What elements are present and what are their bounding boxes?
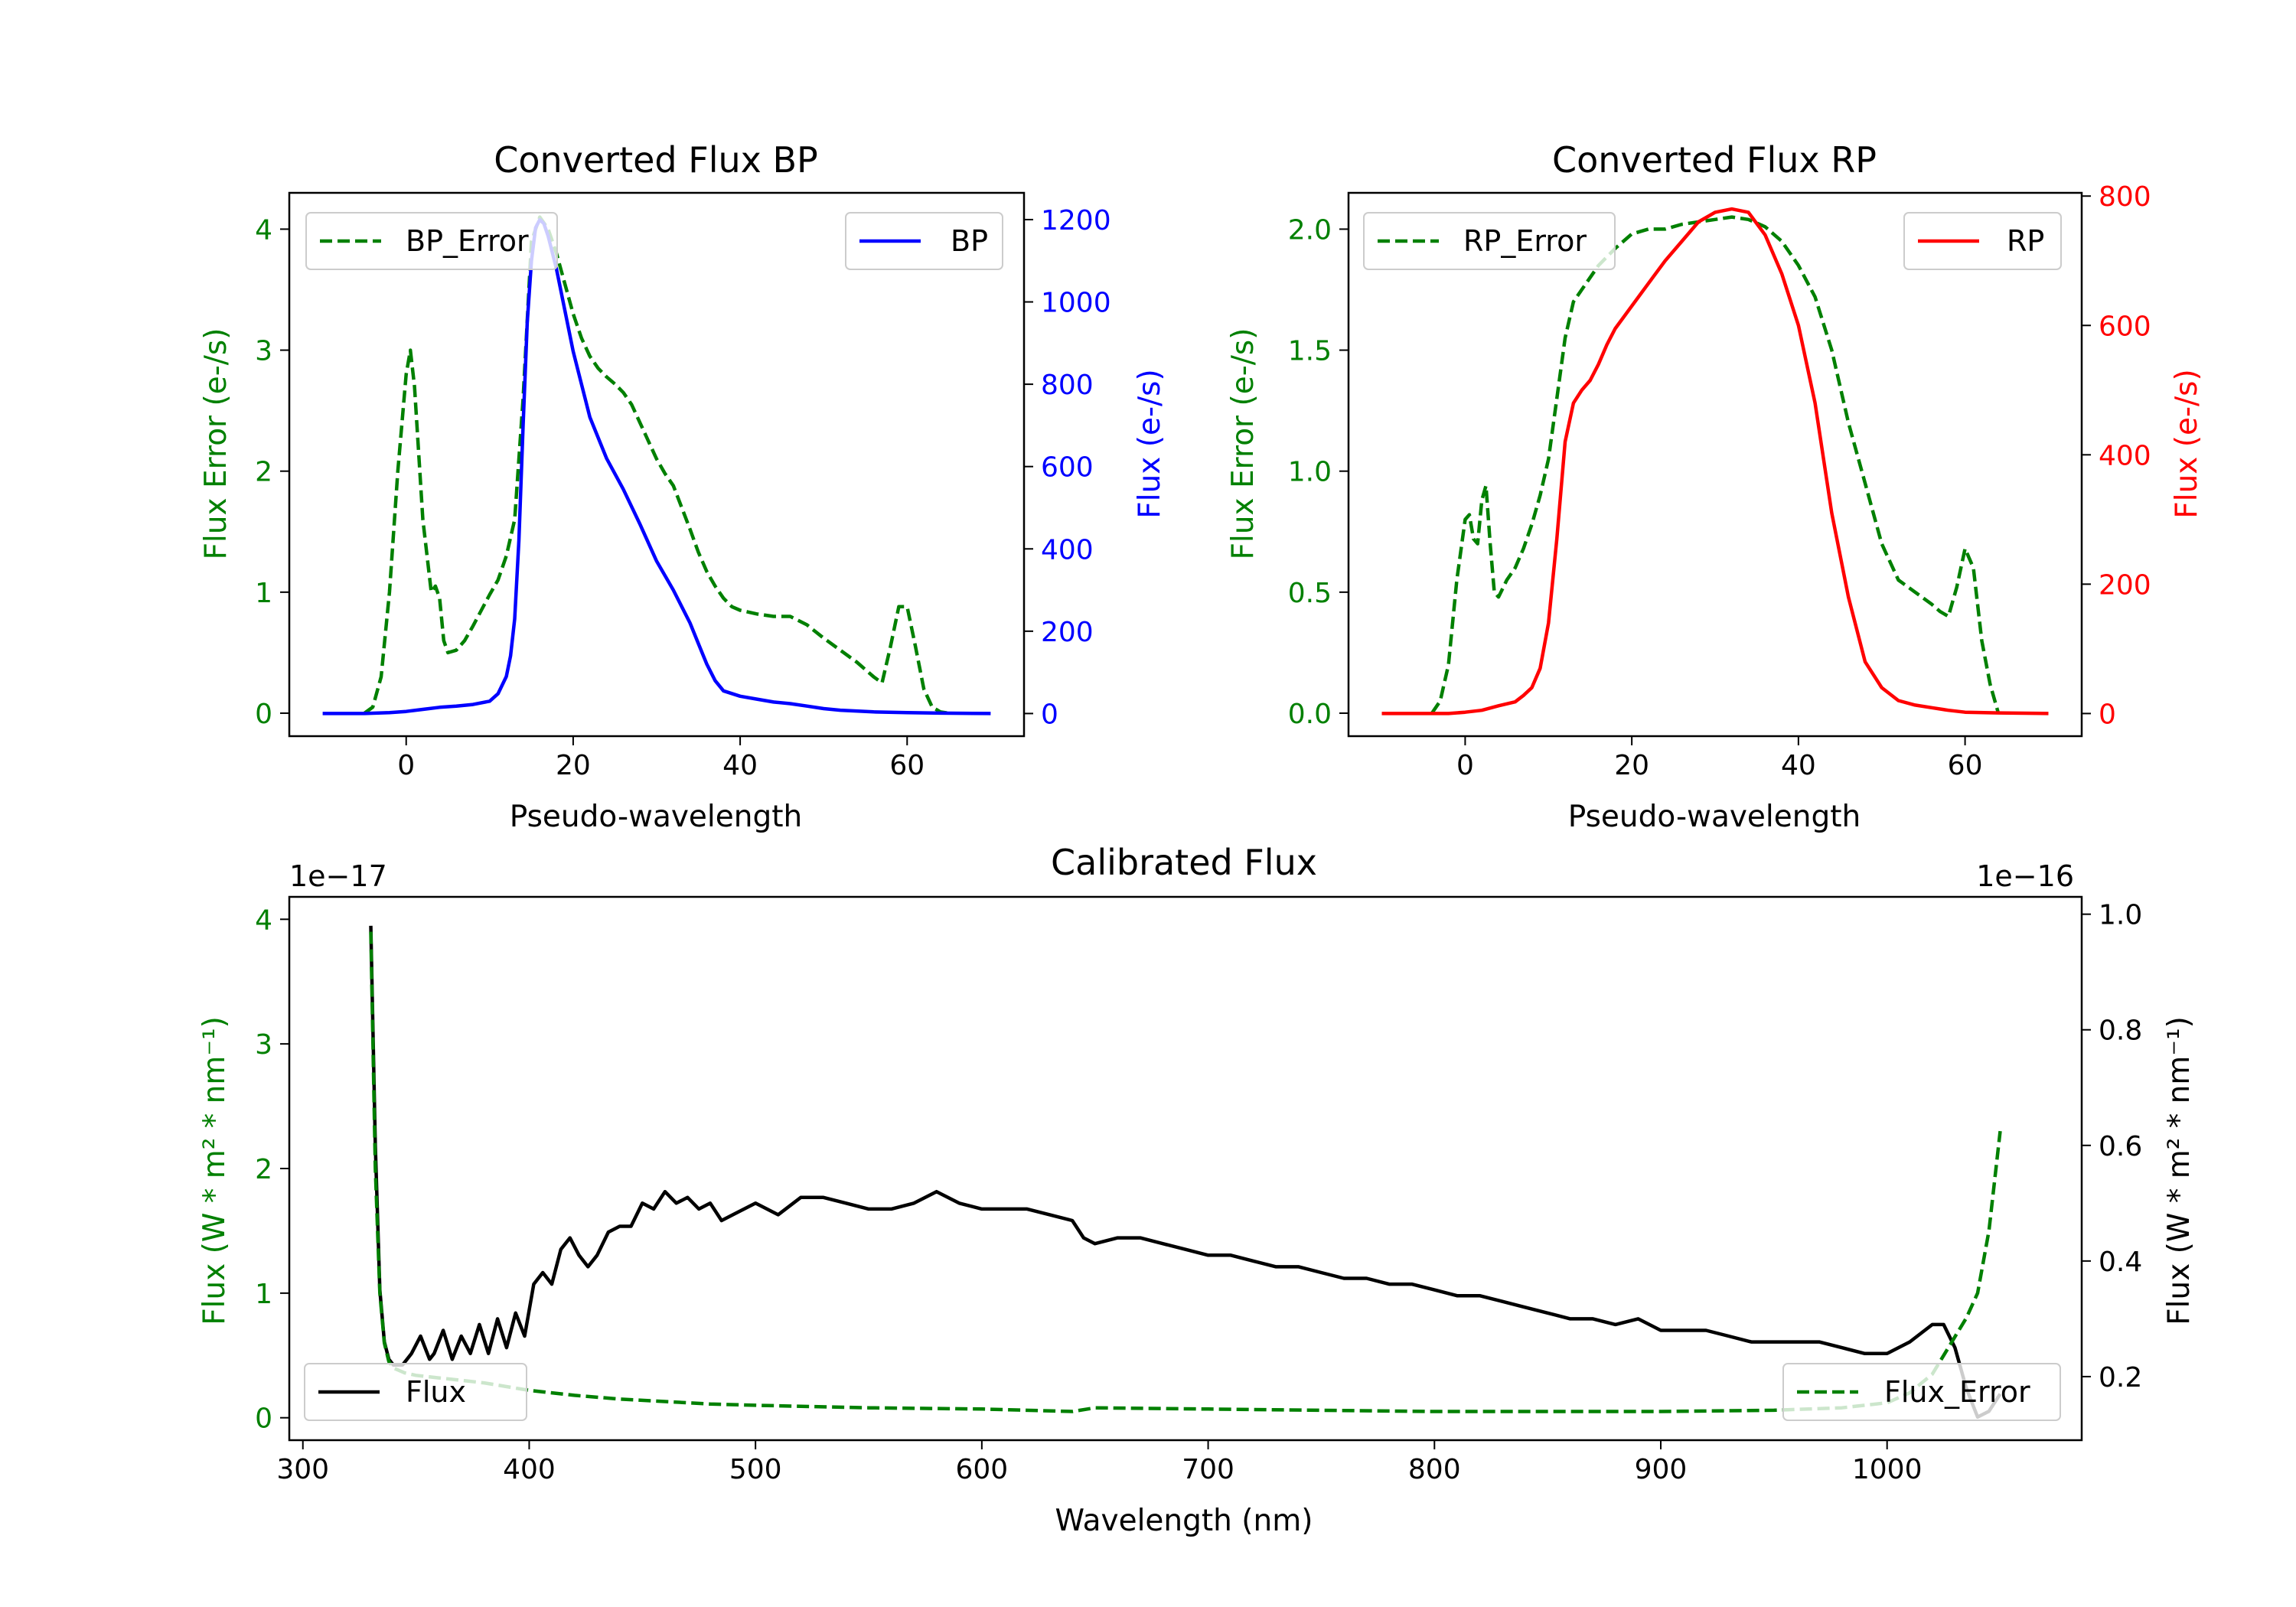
calibrated-ytick-right-label: 0.8 [2099, 1015, 2142, 1047]
bp-ytick-left-label: 3 [255, 336, 272, 367]
rp-legend-error: RP_Error [1363, 212, 1616, 270]
rp-ytick-right-label: 600 [2099, 311, 2151, 342]
cal-ylabel-left: Flux (W * m² * nm⁻¹) [197, 1016, 232, 1325]
cal-legend-error: Flux_Error [1782, 1363, 2061, 1421]
calibrated-xtick-label: 400 [503, 1454, 556, 1485]
cal-title: Calibrated Flux [1051, 842, 1317, 883]
bp-xlabel: Pseudo-wavelength [510, 800, 802, 834]
calibrated-ytick-right-label: 0.2 [2099, 1362, 2142, 1393]
calibrated-xtick-label: 500 [729, 1454, 782, 1485]
bp-ylabel-right: Flux (e-/s) [1133, 369, 1167, 518]
rp-ytick-right-label: 800 [2099, 181, 2151, 213]
calibrated-xtick-label: 1000 [1852, 1454, 1923, 1485]
rp-xtick-label: 20 [1614, 750, 1649, 781]
rp-title: Converted Flux RP [1552, 139, 1877, 181]
rp-plot-area: 0 20 40 60 0.0 0.5 1.0 1.5 2.0 0 200 400 600 800 [1288, 181, 2151, 781]
rp-legend-flux: RP [1903, 212, 2062, 270]
calibrated-series-flux [369, 925, 2002, 1420]
panel-converted-flux-rp: Converted Flux RP 0 20 40 60 0.0 0.5 1.0 1.5 2.0… [1226, 139, 2204, 834]
calibrated-ytick-left-label: 2 [255, 1154, 272, 1185]
rp-xtick-label: 40 [1781, 750, 1816, 781]
bp-ytick-right-label: 1200 [1041, 205, 1111, 236]
panel-converted-flux-bp: Converted Flux BP 0 20 40 60012340200400600… [199, 139, 1167, 834]
bp-ytick-left-label: 4 [255, 214, 272, 246]
rp-ytick-left-label: 1.0 [1288, 457, 1332, 488]
calibrated-ytick-right-label: 0.4 [2099, 1247, 2142, 1278]
cal-offset-right: 1e−16 [1976, 859, 2074, 893]
bp-ylabel-left: Flux Error (e-/s) [199, 328, 233, 560]
calibrated-xtick-label: 800 [1408, 1454, 1461, 1485]
cal-plot-area: 300 400 500 600 700 800 900 1000 0 1 2 3 4 0.2 0.4 0.6 0… [255, 895, 2142, 1485]
bp-xtick-label: 40 [722, 750, 758, 781]
calibrated-series-flux-error [369, 931, 2002, 1413]
bp-ytick-right-label: 400 [1041, 534, 1094, 566]
bp-ytick-right-label: 600 [1041, 452, 1094, 484]
bp-series-bp-error [363, 215, 950, 715]
cal-ylabel-right: Flux (W * m² * nm⁻¹) [2162, 1016, 2197, 1325]
calibrated-xtick-label: 600 [956, 1454, 1009, 1485]
bp-title: Converted Flux BP [494, 139, 818, 181]
rp-ytick-left-label: 0.5 [1288, 578, 1332, 609]
bp-xtick-label: 20 [556, 750, 591, 781]
calibrated-xtick-label: 700 [1182, 1454, 1234, 1485]
cal-offset-left: 1e−17 [289, 859, 387, 893]
calibrated-ytick-right-label: 1.0 [2099, 900, 2142, 931]
calibrated-ytick-right-label: 0.6 [2099, 1131, 2142, 1162]
rp-xtick-label: 60 [1948, 750, 1983, 781]
bp-xtick-label: 0 [397, 750, 415, 781]
bp-ytick-left-label: 1 [255, 578, 272, 609]
bp-ytick-right-label: 1000 [1041, 288, 1111, 319]
rp-xlabel: Pseudo-wavelength [1568, 800, 1861, 834]
rp-legend-flux-label: RP [2007, 224, 2044, 258]
rp-ytick-right-label: 200 [2099, 569, 2151, 601]
rp-legend-error-label: RP_Error [1463, 224, 1587, 258]
rp-axes-frame [1347, 191, 2083, 738]
bp-legend-error: BP_Error [305, 212, 558, 270]
cal-xlabel: Wavelength (nm) [1055, 1504, 1313, 1538]
rp-ytick-left-label: 1.5 [1288, 336, 1332, 367]
rp-ylabel-right: Flux (e-/s) [2170, 369, 2204, 518]
rp-ytick-left-label: 0.0 [1288, 699, 1332, 730]
rp-series-rp [1381, 207, 2049, 715]
panel-calibrated-flux: Calibrated Flux 1e−17 1e−16 300 400 500 600… [197, 842, 2197, 1538]
cal-legend-error-label: Flux_Error [1884, 1375, 2030, 1409]
calibrated-ytick-left-label: 4 [255, 905, 272, 936]
rp-xtick-label: 0 [1456, 750, 1474, 781]
rp-ytick-right-label: 0 [2099, 699, 2116, 730]
bp-legend-flux-label: BP [951, 224, 988, 258]
bp-ytick-right-label: 800 [1041, 370, 1094, 401]
calibrated-ytick-left-label: 1 [255, 1279, 272, 1310]
rp-ytick-left-label: 2.0 [1288, 214, 1332, 246]
bp-ytick-left-label: 2 [255, 457, 272, 488]
calibrated-ytick-left-label: 0 [255, 1403, 272, 1435]
rp-ylabel-left: Flux Error (e-/s) [1226, 328, 1261, 560]
calibrated-ytick-left-label: 3 [255, 1029, 272, 1061]
bp-ytick-left-label: 0 [255, 699, 272, 730]
bp-ytick-right-label: 200 [1041, 617, 1094, 648]
calibrated-xtick-label: 900 [1635, 1454, 1688, 1485]
calibrated-xtick-label: 300 [276, 1454, 329, 1485]
bp-ytick-right-label: 0 [1041, 699, 1058, 730]
bp-axes-frame [288, 191, 1026, 738]
cal-legend-flux: Flux [304, 1363, 527, 1421]
bp-xtick-label: 60 [889, 750, 925, 781]
cal-legend-flux-label: Flux [406, 1375, 466, 1409]
bp-legend-flux: BP [845, 212, 1003, 270]
bp-legend-error-label: BP_Error [406, 224, 529, 258]
bp-series-bp [322, 217, 991, 715]
rp-ytick-right-label: 400 [2099, 440, 2151, 471]
rp-series-rp-error [1430, 215, 2001, 715]
